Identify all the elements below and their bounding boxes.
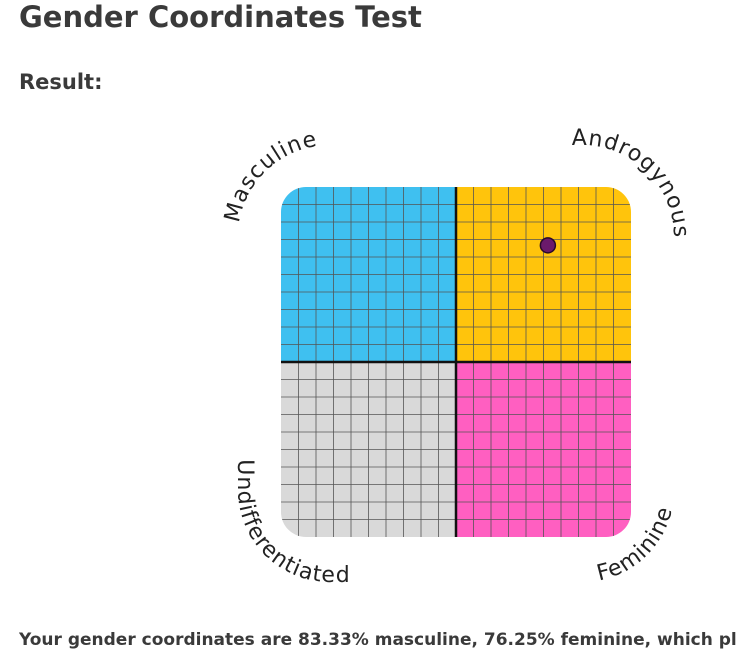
- summary-text: Your gender coordinates are 83.33% mascu…: [19, 630, 736, 650]
- plot-area: [281, 187, 631, 537]
- result-label: Result:: [19, 70, 103, 94]
- page-title: Gender Coordinates Test: [19, 0, 422, 34]
- data-point: [539, 237, 557, 254]
